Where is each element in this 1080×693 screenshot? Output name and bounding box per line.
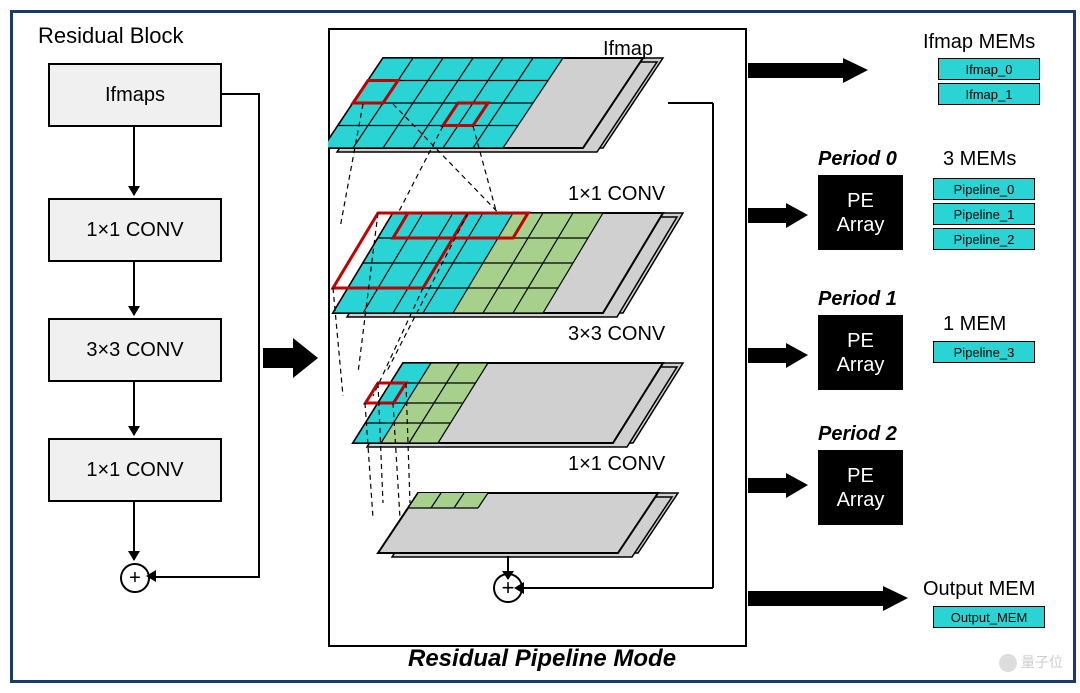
residual-block-title: Residual Block (38, 23, 184, 49)
skip-v (258, 93, 260, 578)
diagram-container: Residual Block Ifmaps 1×1 CONV 3×3 CONV … (10, 10, 1076, 683)
conv2-label: 3×3 CONV (568, 323, 665, 346)
mem-pipe3: Pipeline_3 (933, 341, 1035, 363)
conv1-box: 1×1 CONV (48, 198, 222, 262)
arrow-p2-icon (748, 473, 808, 498)
arrow-p1-icon (748, 343, 808, 368)
mem1-title: 1 MEM (943, 313, 1006, 336)
output-mem-title: Output MEM (923, 578, 1035, 601)
mems3-title: 3 MEMs (943, 148, 1016, 171)
skip-arrowhead (146, 570, 156, 582)
mem-pipe1: Pipeline_1 (933, 203, 1035, 225)
arrow-output-icon (748, 586, 908, 611)
big-arrow-icon (263, 338, 318, 378)
flow-arrow-4 (133, 500, 135, 560)
flow-arrow-2 (133, 260, 135, 315)
ifmaps-box: Ifmaps (48, 63, 222, 127)
watermark: 量子位 (999, 652, 1063, 672)
mem-pipe0: Pipeline_0 (933, 178, 1035, 200)
array-text: Array (837, 353, 885, 377)
conv3-box: 1×1 CONV (48, 438, 222, 502)
mem-output: Output_MEM (933, 606, 1045, 628)
mem-ifmap1: Ifmap_1 (938, 83, 1040, 105)
conv1-label: 1×1 CONV (568, 183, 665, 206)
arrow-ifmap-icon (748, 58, 868, 83)
mem-ifmap0: Ifmap_0 (938, 58, 1040, 80)
period2-label: Period 2 (818, 423, 897, 446)
period0-label: Period 0 (818, 148, 897, 171)
array-text: Array (837, 488, 885, 512)
ifmap-mems-title: Ifmap MEMs (923, 31, 1035, 54)
mode-label: Residual Pipeline Mode (408, 645, 676, 673)
pe-text: PE (847, 189, 874, 213)
skip-h-top (220, 93, 260, 95)
conv3-label: 1×1 CONV (568, 453, 665, 476)
mem-pipe2: Pipeline_2 (933, 228, 1035, 250)
pe-array-0: PE Array (818, 175, 903, 250)
array-text: Array (837, 213, 885, 237)
skip-h-bot (148, 576, 260, 578)
arrow-p0-icon (748, 203, 808, 228)
pe-array-2: PE Array (818, 450, 903, 525)
pe-text: PE (847, 464, 874, 488)
pe-array-1: PE Array (818, 315, 903, 390)
conv2-box: 3×3 CONV (48, 318, 222, 382)
pe-text: PE (847, 329, 874, 353)
layer-diagram: + (328, 28, 743, 668)
flow-arrow-1 (133, 125, 135, 195)
ifmap-label: Ifmap (603, 38, 653, 61)
period1-label: Period 1 (818, 288, 897, 311)
watermark-text: 量子位 (1021, 654, 1063, 670)
flow-arrow-3 (133, 380, 135, 435)
watermark-icon (999, 654, 1017, 672)
